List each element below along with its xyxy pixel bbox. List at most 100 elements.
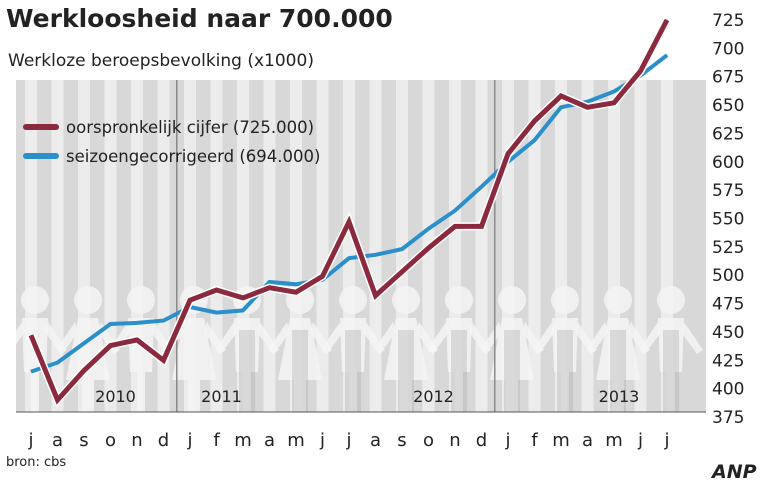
- plot-stripe: [528, 80, 541, 412]
- person-body: [384, 318, 428, 412]
- data-point: [136, 339, 138, 341]
- y-tick-label: 650: [712, 96, 744, 116]
- x-tick-label: m: [287, 430, 305, 451]
- data-point: [454, 225, 456, 227]
- person-shadow: [504, 330, 520, 412]
- plot-stripe: [581, 80, 594, 412]
- person-arm: [681, 322, 703, 354]
- year-label: 2010: [95, 387, 136, 406]
- data-point: [295, 283, 297, 285]
- data-point: [640, 70, 641, 72]
- x-tick-label: a: [264, 430, 275, 451]
- data-point: [110, 323, 111, 325]
- x-tick-label: j: [663, 430, 669, 451]
- person-body: [552, 318, 578, 412]
- y-tick-label: 675: [712, 68, 744, 88]
- chart-title: Werkloosheid naar 700.000: [6, 4, 393, 33]
- person-figure: [427, 286, 491, 412]
- person-body: [278, 318, 322, 412]
- data-point: [30, 334, 32, 336]
- data-point: [57, 399, 58, 401]
- person-body: [446, 318, 472, 412]
- x-tick-label: o: [105, 430, 116, 451]
- person-figure: [639, 286, 703, 412]
- person-shadow: [663, 330, 679, 412]
- person-shadow: [398, 330, 414, 412]
- y-tick-label: 500: [712, 266, 744, 286]
- x-tick-label: f: [213, 430, 220, 451]
- person-shadow-body: [610, 330, 626, 412]
- series-lines: [27, 18, 671, 408]
- legend-item-original: oorspronkelijk cijfer (725.000): [23, 118, 314, 137]
- person-head: [339, 286, 367, 314]
- data-point: [534, 120, 535, 122]
- person-arm: [533, 322, 555, 354]
- plot-stripe: [157, 80, 170, 412]
- person-shadow: [610, 330, 626, 412]
- data-point: [481, 186, 482, 188]
- year-labels: 2010 2011 2012 2013: [95, 387, 639, 406]
- data-point: [666, 54, 668, 56]
- data-point: [269, 287, 270, 289]
- person-shadow: [239, 330, 255, 412]
- data-point: [216, 289, 217, 291]
- person-head: [445, 286, 473, 314]
- x-tick-label: j: [27, 430, 33, 451]
- plot-stripe: [369, 80, 382, 412]
- y-tick-label: 625: [712, 124, 744, 144]
- data-point: [295, 291, 297, 293]
- data-point: [348, 221, 350, 223]
- x-tick-label: a: [582, 430, 593, 451]
- person-shadow-body: [451, 330, 467, 412]
- data-point: [587, 101, 588, 103]
- x-tick-label: s: [79, 430, 88, 451]
- person-shadow: [345, 330, 361, 412]
- person-figure: [321, 286, 385, 412]
- person-head: [657, 286, 685, 314]
- person-arm: [639, 322, 661, 354]
- plot-stripe: [210, 80, 223, 412]
- person-head: [392, 286, 420, 314]
- person-arm: [374, 322, 396, 354]
- legend-item-seasonal: seizoengecorrigeerd (694.000): [23, 147, 320, 166]
- anp-logo: ANP: [710, 461, 757, 482]
- person-shadow-body: [239, 330, 255, 412]
- data-point: [348, 257, 350, 259]
- data-point: [428, 228, 429, 230]
- data-point: [587, 106, 588, 108]
- data-point: [401, 248, 403, 250]
- data-point: [507, 153, 509, 155]
- person-shadow-body: [345, 330, 361, 412]
- data-point: [242, 309, 244, 311]
- data-point: [401, 271, 403, 273]
- plot-stripe: [316, 80, 329, 412]
- x-tick-label: f: [531, 430, 538, 451]
- y-tick-label: 700: [712, 39, 744, 59]
- legend-label-original: oorspronkelijk cijfer (725.000): [66, 118, 314, 137]
- person-arm: [480, 322, 502, 354]
- y-tick-label: 550: [712, 210, 744, 230]
- y-tick-label: 725: [712, 11, 744, 31]
- data-point: [216, 312, 217, 314]
- data-point: [163, 320, 164, 322]
- y-tick-label: 575: [712, 181, 744, 201]
- person-shadow: [557, 330, 573, 412]
- person-arm: [586, 322, 608, 354]
- data-point: [375, 295, 376, 297]
- person-body: [490, 318, 534, 412]
- person-shadow-body: [663, 330, 679, 412]
- person-shadow-body: [398, 330, 414, 412]
- person-head: [498, 286, 526, 314]
- x-tick-label: o: [423, 430, 434, 451]
- person-shadow-body: [557, 330, 573, 412]
- data-point: [57, 362, 58, 364]
- person-body: [234, 318, 260, 412]
- person-body: [22, 318, 48, 412]
- x-tick-label: a: [52, 430, 63, 451]
- y-tick-label: 425: [712, 351, 744, 371]
- plot-stripe: [634, 80, 647, 412]
- y-tick-label: 475: [712, 295, 744, 315]
- plot-stripe: [475, 80, 488, 412]
- person-body: [658, 318, 684, 412]
- person-body: [596, 318, 640, 412]
